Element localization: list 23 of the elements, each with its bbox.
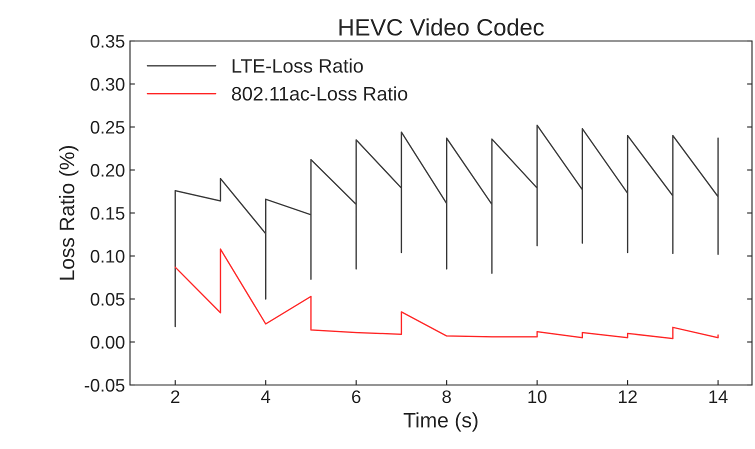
y-axis-title: Loss Ratio (%) bbox=[59, 146, 78, 280]
x-axis-title: Time (s) bbox=[404, 412, 478, 432]
x-tick-label: 12 bbox=[618, 390, 637, 403]
legend-label: 802.11ac-Loss Ratio bbox=[232, 86, 408, 101]
y-tick-label: 0.05 bbox=[90, 292, 124, 306]
x-tick-label: 6 bbox=[352, 390, 360, 404]
y-tick-label: 0.30 bbox=[90, 78, 124, 91]
legend-label: LTE-Loss Ratio bbox=[232, 58, 363, 73]
y-tick-label: 0.10 bbox=[90, 250, 124, 263]
y-tick-label: 0.35 bbox=[90, 34, 124, 48]
x-tick-label: 2 bbox=[171, 390, 180, 403]
y-tick-label: 0.20 bbox=[90, 164, 124, 177]
x-tick-label: 14 bbox=[709, 390, 728, 403]
x-tick-label: 8 bbox=[442, 390, 451, 404]
y-tick-label: 0.15 bbox=[90, 206, 124, 220]
x-tick-label: 10 bbox=[528, 390, 546, 404]
x-tick-label: 4 bbox=[261, 390, 270, 403]
line-series bbox=[174, 248, 719, 340]
y-tick-label: 0.25 bbox=[90, 120, 124, 134]
chart-title: HEVC Video Codec bbox=[339, 18, 544, 36]
y-tick-label: 0.00 bbox=[90, 336, 124, 349]
y-tick-label: -0.05 bbox=[84, 378, 124, 392]
line-series bbox=[174, 124, 719, 328]
